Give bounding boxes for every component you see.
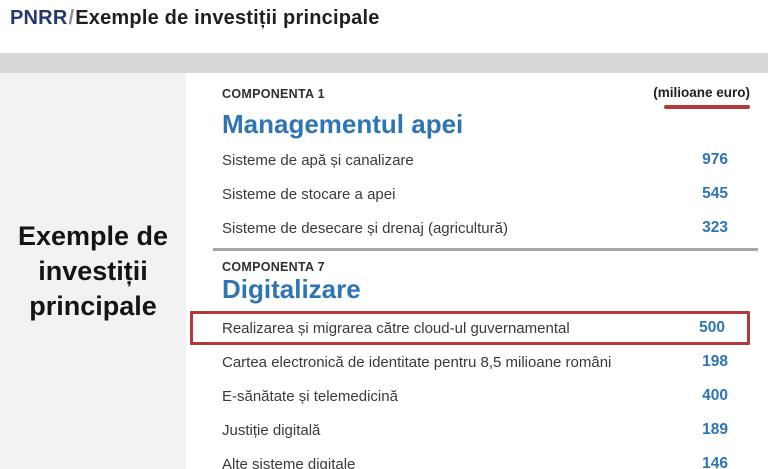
main-content: COMPONENTA 1 (milioane euro) Managementu… (186, 73, 768, 469)
investment-label: Sisteme de stocare a apei (222, 185, 396, 203)
section-componenta-7: COMPONENTA 7 Digitalizare Realizarea și … (190, 256, 750, 469)
top-header: PNRR/Exemple de investiții principale (0, 0, 768, 53)
breadcrumb: PNRR/Exemple de investiții principale (10, 7, 380, 30)
left-panel-title-line: Exemple de (17, 220, 169, 251)
section-1-heading: Managementul apei (222, 109, 464, 139)
investment-label: Cartea electronică de identitate pentru … (222, 353, 612, 371)
section-1-head: COMPONENTA 1 (milioane euro) (222, 85, 750, 109)
investment-label: Justiție digitală (222, 421, 321, 439)
unit-wrap: (milioane euro) (653, 85, 750, 109)
investment-label: E-sănătate și telemedicină (222, 387, 398, 405)
component-7-label: COMPONENTA 7 (222, 260, 325, 274)
investment-row-highlighted: Realizarea și migrarea către cloud-ul gu… (190, 311, 750, 345)
section-7-rows: Realizarea și migrarea către cloud-ul gu… (190, 311, 750, 469)
investment-row: Alte sisteme digitale 146 (222, 447, 750, 469)
investment-row: Justiție digitală 189 (222, 413, 750, 447)
left-panel-title: Exemple de investiții principale (18, 219, 168, 324)
investment-label: Realizarea și migrarea către cloud-ul gu… (222, 319, 570, 337)
left-panel-title-line: investiții (38, 255, 148, 286)
investment-row: Sisteme de apă și canalizare 976 (222, 143, 750, 177)
investment-row: E-sănătate și telemedicină 400 (222, 379, 750, 413)
investment-value: 545 (702, 185, 728, 202)
component-1-label: COMPONENTA 1 (222, 87, 325, 101)
section-7-heading: Digitalizare (222, 274, 361, 304)
investment-value: 198 (702, 353, 728, 370)
investment-label: Sisteme de apă și canalizare (222, 151, 414, 169)
investment-row: Cartea electronică de identitate pentru … (222, 345, 750, 379)
left-panel-title-line: principale (29, 290, 157, 321)
unit-red-underline (664, 105, 750, 109)
left-panel: Exemple de investiții principale (0, 73, 186, 469)
unit-label: (milioane euro) (653, 85, 750, 100)
investment-value: 146 (702, 455, 728, 469)
section-componenta-1: COMPONENTA 1 (milioane euro) Managementu… (222, 85, 750, 245)
investment-label: Sisteme de desecare și drenaj (agricultu… (222, 219, 508, 237)
investment-value: 400 (702, 387, 728, 404)
investment-label: Alte sisteme digitale (222, 455, 356, 469)
investment-row: Sisteme de desecare și drenaj (agricultu… (222, 211, 750, 245)
breadcrumb-separator: / (68, 7, 75, 29)
investment-value: 976 (702, 151, 728, 168)
page-title: Exemple de investiții principale (75, 7, 380, 29)
section-divider (213, 248, 758, 251)
investment-value: 189 (702, 421, 728, 438)
investment-value: 500 (699, 319, 725, 336)
investment-row: Sisteme de stocare a apei 545 (222, 177, 750, 211)
investment-value: 323 (702, 219, 728, 236)
section-1-rows: Sisteme de apă și canalizare 976 Sisteme… (222, 143, 750, 245)
breadcrumb-prefix: PNRR (10, 7, 68, 29)
header-divider-band (0, 53, 768, 73)
